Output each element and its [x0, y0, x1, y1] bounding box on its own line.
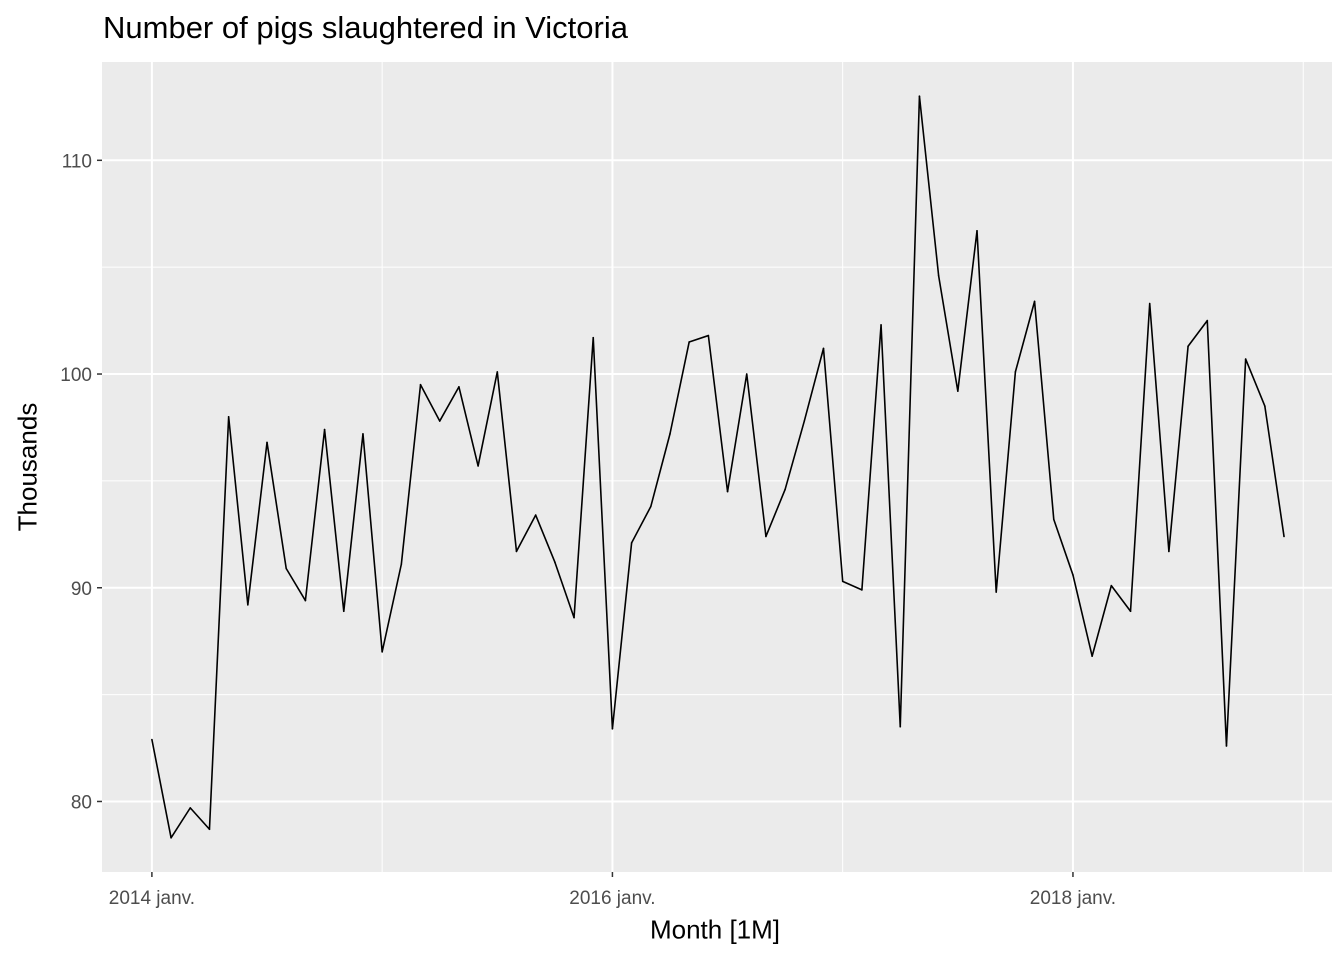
data-point [227, 415, 230, 418]
data-point [515, 550, 518, 553]
data-point [381, 651, 383, 653]
data-point [285, 567, 288, 570]
y-tick-label: 110 [62, 151, 92, 172]
data-point [151, 738, 153, 741]
data-point [765, 535, 767, 538]
data-point [1187, 345, 1189, 348]
data-point [707, 334, 710, 337]
data-point [726, 490, 729, 493]
data-point [592, 336, 595, 339]
data-point [1244, 358, 1247, 360]
data-point [1033, 300, 1036, 303]
data-point [170, 837, 172, 839]
data-point [400, 563, 403, 566]
data-point [534, 514, 537, 516]
x-tick-label: 2016 janv. [569, 888, 655, 909]
x-axis-label: Month [1M] [649, 914, 781, 945]
data-point [630, 542, 633, 544]
axes: 80 90 100 110 2014 janv. 2016 janv. 2018 janv. [60, 151, 1116, 909]
data-point [1148, 302, 1151, 305]
plot-panel [102, 62, 1332, 872]
x-tick-label: 2018 janv. [1030, 888, 1116, 909]
y-tick-label: 90 [71, 579, 92, 600]
data-point [266, 441, 268, 444]
data-point [304, 599, 307, 602]
series-line [151, 95, 1285, 839]
data-point [611, 728, 614, 730]
data-point [957, 390, 959, 392]
data-point [208, 828, 211, 831]
data-point [247, 604, 249, 606]
data-point [745, 373, 748, 375]
data-point [784, 488, 786, 491]
y-tick-label: 80 [71, 792, 92, 813]
data-point [1283, 535, 1285, 538]
data-point [1110, 584, 1113, 587]
chart-title: Number of pigs slaughtered in Victoria [103, 10, 628, 45]
data-point [1091, 655, 1093, 657]
data-point [1206, 319, 1209, 322]
data-point [342, 610, 345, 613]
data-point [1264, 405, 1266, 407]
data-point [1168, 550, 1170, 553]
data-point [649, 505, 652, 508]
data-point [1225, 745, 1228, 747]
data-point [803, 420, 806, 422]
data-point [937, 274, 940, 277]
data-point [899, 725, 902, 728]
data-point [861, 589, 863, 591]
data-point [458, 386, 460, 388]
data-point [1072, 574, 1074, 576]
data-points [151, 95, 1285, 839]
minor-gridlines [102, 62, 1332, 872]
data-point [189, 807, 192, 809]
data-point [995, 591, 997, 593]
data-point [573, 616, 575, 619]
data-point [688, 341, 690, 343]
data-point [1052, 518, 1055, 521]
data-point [976, 230, 978, 232]
data-point [822, 347, 825, 350]
data-point [438, 420, 441, 422]
data-point [496, 371, 499, 373]
data-point [841, 580, 844, 583]
data-point [477, 465, 479, 467]
data-point [419, 383, 422, 386]
y-tick-label: 100 [60, 365, 92, 386]
data-point [1014, 371, 1017, 373]
data-point [1129, 610, 1132, 613]
data-point [554, 561, 556, 563]
x-tick-label: 2014 janv. [109, 888, 195, 909]
data-point [880, 324, 882, 326]
data-point [918, 95, 921, 97]
data-point [323, 428, 326, 431]
data-point [669, 433, 671, 435]
data-point [362, 433, 364, 435]
